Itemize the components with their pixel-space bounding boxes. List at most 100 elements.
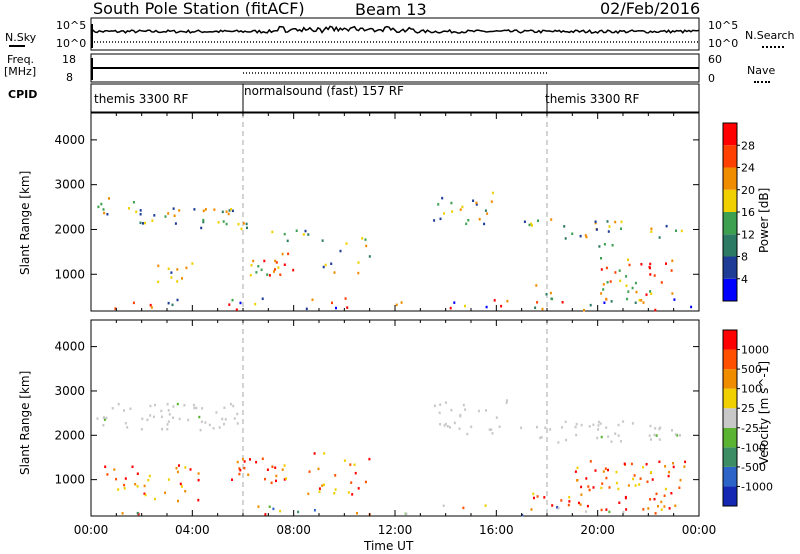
echo-point (149, 303, 152, 307)
nsearch-lo: 10^0 (708, 37, 739, 50)
echo-point (193, 406, 196, 410)
echo-point (491, 432, 494, 435)
echo-point (246, 226, 248, 230)
echo-point (556, 506, 559, 509)
echo-point (140, 428, 143, 431)
echo-point (645, 293, 648, 296)
echo-point (557, 441, 560, 444)
echo-point (147, 478, 150, 482)
echo-point (439, 403, 442, 406)
echo-point (451, 210, 454, 213)
echo-point (136, 511, 139, 515)
echo-point (108, 197, 110, 200)
echo-point (274, 466, 277, 469)
velocity-colorbar-frame (722, 329, 738, 507)
echo-point (620, 227, 622, 230)
echo-point (281, 252, 284, 256)
echo-point (690, 305, 693, 309)
echo-point (307, 233, 310, 236)
echo-point (104, 465, 107, 468)
echo-point (252, 259, 255, 263)
echo-point (271, 230, 274, 234)
echo-point (453, 301, 456, 304)
echo-point (618, 501, 621, 504)
echo-point (464, 408, 467, 411)
echo-point (627, 290, 630, 293)
echo-point (236, 460, 239, 464)
velocity-ytick-label: 2000 (54, 428, 85, 442)
echo-point (204, 421, 207, 424)
echo-point (304, 229, 307, 233)
echo-point (164, 215, 167, 218)
echo-point (528, 223, 531, 227)
echo-point (241, 457, 244, 461)
echo-point (281, 468, 284, 471)
echo-point (279, 273, 282, 276)
echo-point (283, 478, 286, 481)
echo-point (654, 427, 657, 430)
echo-point (161, 427, 163, 431)
echo-point (167, 478, 170, 481)
echo-point (638, 299, 641, 302)
power-cb-tick-label: 24 (741, 162, 755, 175)
echo-point (334, 474, 337, 477)
echo-point (646, 480, 649, 483)
xaxis-tick-label: 16:00 (479, 523, 514, 537)
echo-point (134, 483, 137, 486)
echo-point (136, 485, 139, 488)
echo-point (640, 299, 643, 302)
echo-point (192, 403, 195, 407)
echo-point (351, 493, 354, 496)
echo-point (437, 203, 440, 206)
echo-point (143, 492, 146, 495)
echo-point (520, 426, 523, 430)
echo-point (249, 458, 251, 461)
echo-point (223, 422, 225, 426)
echo-point (650, 438, 652, 441)
echo-point (625, 275, 628, 278)
echo-point (148, 474, 151, 478)
echo-point (583, 309, 585, 312)
echo-point (647, 507, 650, 510)
echo-point (237, 222, 240, 226)
echo-point (654, 512, 657, 515)
echo-point (650, 471, 653, 474)
echo-point (141, 417, 144, 421)
echo-point (178, 417, 181, 421)
echo-point (178, 464, 180, 467)
nsky-hi: 10^5 (56, 19, 87, 32)
echo-point (231, 298, 234, 302)
echo-point (166, 427, 169, 431)
echo-point (649, 498, 652, 501)
echo-point (321, 484, 324, 487)
echo-point (470, 425, 473, 429)
echo-point (659, 426, 662, 429)
echo-point (444, 422, 447, 426)
echo-point (617, 434, 620, 437)
echo-point (657, 505, 659, 508)
echo-point (532, 492, 535, 496)
echo-point (486, 212, 489, 215)
echo-point (184, 466, 187, 469)
echo-point (580, 493, 583, 496)
echo-point (167, 267, 170, 270)
echo-point (322, 265, 325, 269)
echo-point (467, 219, 470, 222)
velocity-cb-tick-label: -25 (741, 422, 759, 435)
echo-point (176, 402, 179, 406)
echo-point (549, 428, 552, 431)
echo-point (550, 218, 553, 221)
echo-point (345, 242, 348, 245)
echo-point (584, 234, 587, 237)
echo-point (597, 424, 600, 427)
echo-point (283, 263, 286, 266)
echo-point (660, 281, 663, 284)
echo-point (229, 402, 232, 406)
echo-point (653, 497, 656, 501)
echo-point (594, 220, 597, 223)
power-colorbar-swatch (723, 145, 737, 168)
echo-point (536, 495, 539, 498)
velocity-panel (90, 319, 700, 517)
echo-point (568, 500, 571, 503)
power-colorbar-swatch (723, 234, 737, 257)
